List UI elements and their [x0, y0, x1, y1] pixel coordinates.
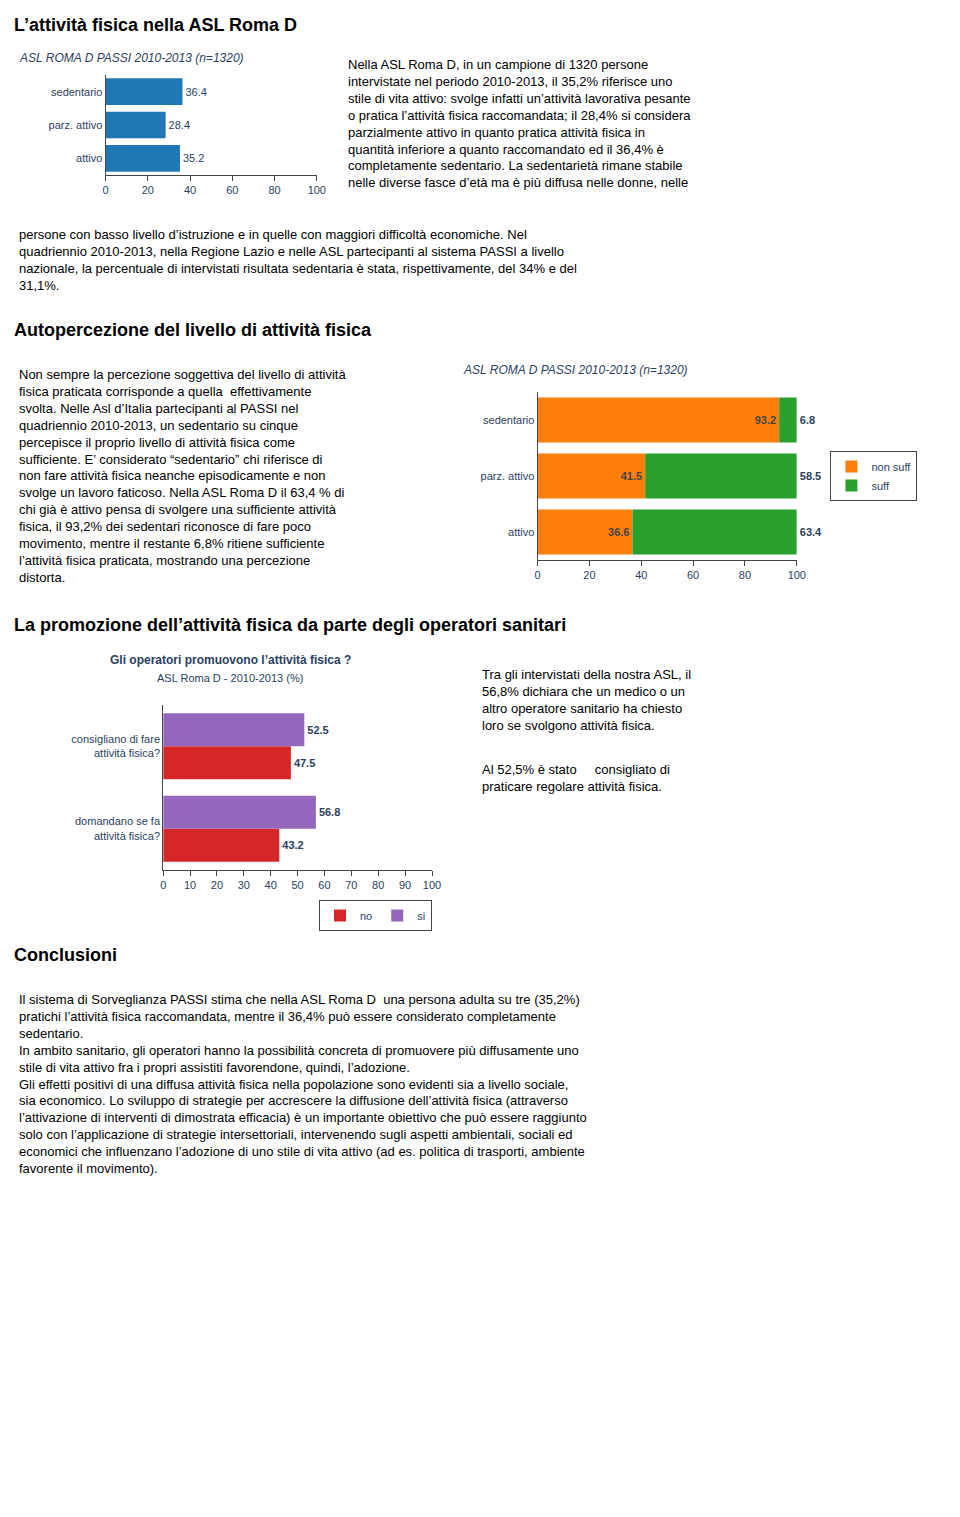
svg-text:Al 52,5% è stato consiglia: Al 52,5% è stato consigliato dipraticare…	[482, 762, 670, 794]
svg-text:36.4: 36.4	[185, 86, 206, 98]
svg-text:100: 100	[788, 569, 806, 581]
svg-text:20: 20	[211, 879, 223, 891]
svg-text:63.4: 63.4	[800, 526, 822, 538]
svg-text:28.4: 28.4	[169, 119, 190, 131]
svg-text:Nella ASL Roma D, in un campio: Nella ASL Roma D, in un campione di 1320…	[348, 57, 691, 190]
svg-text:50: 50	[291, 879, 303, 891]
svg-text:ASL ROMA D PASSI 2010-2013 (n=: ASL ROMA D PASSI 2010-2013 (n=1320)	[463, 363, 688, 377]
svg-text:0: 0	[160, 879, 166, 891]
svg-text:90: 90	[399, 879, 411, 891]
svg-text:20: 20	[142, 184, 154, 196]
svg-text:Non sempre la percezione sogge: Non sempre la percezione soggettiva del …	[19, 367, 346, 585]
svg-text:sedentario: sedentario	[51, 86, 102, 98]
svg-text:non suff: non suff	[871, 461, 911, 473]
svg-text:parz. attivo: parz. attivo	[481, 470, 535, 482]
svg-text:36.6: 36.6	[608, 526, 629, 538]
svg-text:60: 60	[226, 184, 238, 196]
svg-text:40: 40	[184, 184, 196, 196]
svg-text:Autopercezione del livello di: Autopercezione del livello di attività f…	[14, 320, 372, 340]
svg-text:60: 60	[687, 569, 699, 581]
svg-text:attivo: attivo	[508, 526, 534, 538]
svg-text:0: 0	[535, 569, 541, 581]
svg-text:30: 30	[238, 879, 250, 891]
svg-text:no: no	[360, 910, 372, 922]
svg-text:20: 20	[583, 569, 595, 581]
svg-text:si: si	[417, 910, 425, 922]
svg-text:52.5: 52.5	[307, 724, 328, 736]
svg-text:60: 60	[318, 879, 330, 891]
svg-text:43.2: 43.2	[282, 839, 303, 851]
svg-text:56.8: 56.8	[319, 806, 340, 818]
svg-text:sedentario: sedentario	[483, 414, 534, 426]
svg-text:35.2: 35.2	[183, 152, 204, 164]
svg-text:41.5: 41.5	[621, 470, 642, 482]
svg-text:consigliano di fareattività fi: consigliano di fareattività fisica?	[71, 733, 160, 759]
svg-text:93.2: 93.2	[755, 414, 776, 426]
svg-text:suff: suff	[871, 480, 889, 492]
svg-text:attivo: attivo	[76, 152, 102, 164]
svg-text:domandano se faattività fisica: domandano se faattività fisica?	[75, 815, 161, 841]
svg-text:Tra gli intervistati della nos: Tra gli intervistati della nostra ASL, i…	[482, 667, 691, 733]
svg-text:80: 80	[372, 879, 384, 891]
svg-text:70: 70	[345, 879, 357, 891]
svg-text:40: 40	[635, 569, 647, 581]
svg-text:ASL ROMA D PASSI 2010-2013 (n=: ASL ROMA D PASSI 2010-2013 (n=1320)	[19, 51, 244, 65]
svg-text:parz. attivo: parz. attivo	[49, 119, 103, 131]
svg-text:58.5: 58.5	[800, 470, 821, 482]
svg-text:80: 80	[739, 569, 751, 581]
svg-text:6.8: 6.8	[800, 414, 815, 426]
svg-text:10: 10	[184, 879, 196, 891]
svg-text:100: 100	[308, 184, 326, 196]
svg-text:La promozione dell’attività fi: La promozione dell’attività fisica da pa…	[14, 615, 566, 635]
svg-text:Gli operatori promuovono l’att: Gli operatori promuovono l’attività fisi…	[110, 653, 351, 667]
svg-text:Conclusioni: Conclusioni	[14, 945, 117, 965]
svg-text:0: 0	[103, 184, 109, 196]
svg-text:47.5: 47.5	[294, 757, 315, 769]
svg-text:persone con basso livello d’is: persone con basso livello d’istruzione e…	[19, 227, 577, 293]
svg-text:40: 40	[265, 879, 277, 891]
svg-text:Il sistema di Sorveglianza PAS: Il sistema di Sorveglianza PASSI stima c…	[19, 992, 587, 1176]
svg-text:ASL Roma D - 2010-2013 (%): ASL Roma D - 2010-2013 (%)	[157, 672, 303, 684]
svg-text:L’attività fisica nella ASL Ro: L’attività fisica nella ASL Roma D	[14, 15, 297, 35]
svg-text:100: 100	[423, 879, 441, 891]
svg-text:80: 80	[268, 184, 280, 196]
